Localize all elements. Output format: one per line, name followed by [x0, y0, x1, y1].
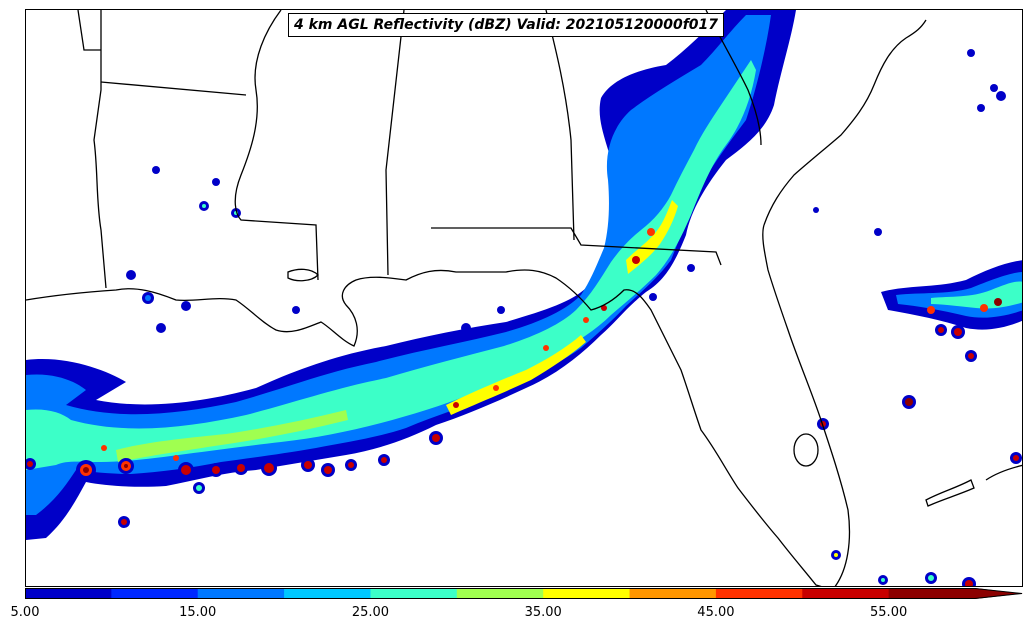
state-boundary-tx-la	[93, 10, 107, 289]
florida-east-coast	[762, 224, 851, 586]
colorbar-tick-label: 5.00	[10, 605, 40, 620]
colorbar-segment	[888, 588, 976, 599]
colorbar-segment	[456, 588, 544, 599]
colorbar-segment	[802, 588, 890, 599]
bahamas-island	[925, 479, 975, 507]
colorbar-segment	[629, 588, 717, 599]
colorbar-tick-label: 45.00	[697, 605, 735, 620]
colorbar-tick-label: 15.00	[179, 605, 217, 620]
echo-gulf-band-core	[626, 200, 678, 274]
gulf-coastline	[26, 269, 822, 586]
colorbar-tick-label: 25.00	[351, 605, 390, 620]
echo-cells	[26, 49, 1022, 586]
state-boundary-ms-al	[385, 10, 405, 276]
colorbar-segment	[197, 588, 285, 599]
lake-pontchartrain	[287, 268, 319, 282]
state-boundary-ms-river	[234, 10, 319, 281]
map-title: 4 km AGL Reflectivity (dBZ) Valid: 20210…	[288, 13, 725, 37]
colorbar-outline	[25, 588, 1023, 599]
colorbar-segment	[284, 588, 371, 599]
colorbar-extend-arrow	[975, 588, 1023, 599]
colorbar-segment	[543, 588, 631, 599]
colorbar-segment	[715, 588, 803, 599]
colorbar-segment	[25, 588, 112, 599]
colorbar-segment	[370, 588, 458, 599]
colorbar-tick-label: 35.00	[524, 605, 562, 620]
echo-gulf-band-inner	[26, 60, 756, 470]
map-panel	[25, 9, 1023, 587]
state-boundary-al-fl	[431, 227, 722, 266]
echo-gulf-core-3	[116, 410, 348, 462]
echo-gulf-core-2	[446, 335, 586, 415]
reflectivity-map	[26, 10, 1022, 586]
reflectivity-echoes	[26, 10, 1022, 586]
lake-okeechobee	[793, 433, 819, 467]
colorbar	[25, 588, 1023, 599]
colorbar-tick-label: 55.00	[870, 605, 908, 620]
geography-outlines	[26, 10, 1022, 586]
atlantic-coastline	[763, 19, 927, 226]
state-boundary-ok-ar	[77, 10, 101, 51]
state-boundary-al-ga	[545, 10, 575, 241]
colorbar-segment	[111, 588, 199, 599]
bahamas-island-2	[985, 464, 1022, 481]
state-boundary-ar-la	[100, 81, 247, 96]
